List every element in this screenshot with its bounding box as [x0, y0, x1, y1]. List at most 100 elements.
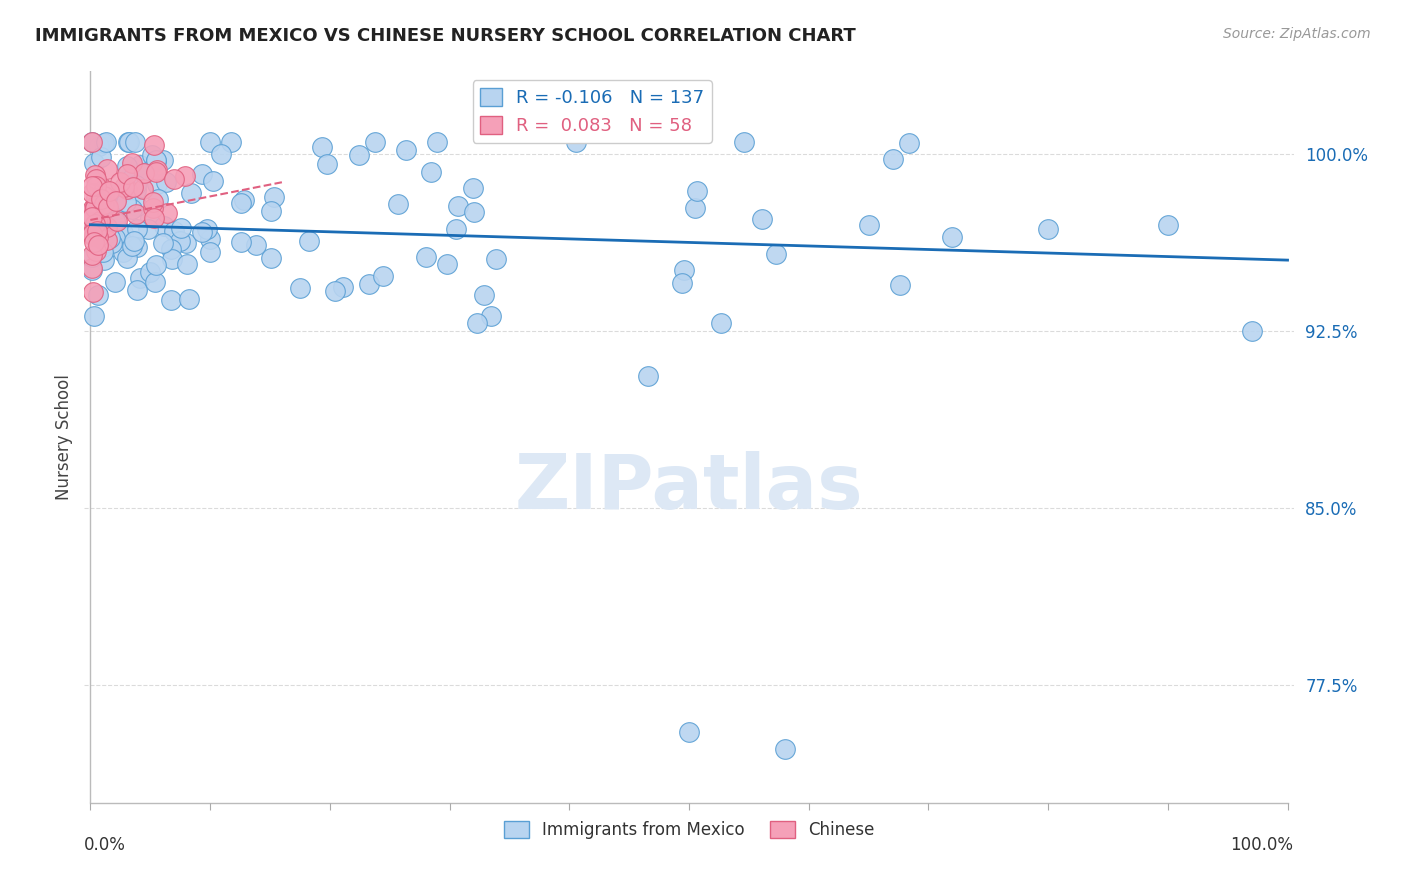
Point — [115, 251, 138, 265]
Point — [145, 165, 167, 179]
Point — [245, 238, 267, 252]
Point — [565, 135, 588, 149]
Point — [678, 725, 700, 739]
Point — [84, 217, 107, 231]
Point — [117, 135, 139, 149]
Point — [200, 232, 222, 246]
Point — [446, 222, 468, 236]
Point — [163, 171, 186, 186]
Point — [80, 186, 103, 201]
Legend: Immigrants from Mexico, Chinese: Immigrants from Mexico, Chinese — [496, 814, 882, 846]
Point — [89, 228, 111, 243]
Point — [125, 207, 148, 221]
Point — [118, 135, 141, 149]
Point — [91, 240, 114, 254]
Point — [233, 193, 256, 207]
Point — [180, 186, 202, 201]
Point — [145, 153, 167, 168]
Point — [472, 287, 495, 301]
Point — [325, 284, 347, 298]
Point — [141, 148, 163, 162]
Point — [191, 167, 214, 181]
Point — [170, 221, 193, 235]
Point — [156, 206, 179, 220]
Text: 0.0%: 0.0% — [84, 836, 127, 854]
Point — [83, 309, 105, 323]
Point — [101, 232, 124, 246]
Point — [387, 196, 409, 211]
Point — [132, 166, 155, 180]
Point — [97, 227, 120, 241]
Point — [174, 235, 197, 250]
Point — [87, 238, 110, 252]
Point — [105, 214, 128, 228]
Point — [898, 136, 921, 150]
Point — [124, 135, 146, 149]
Point — [169, 235, 191, 249]
Point — [117, 170, 139, 185]
Point — [80, 227, 103, 241]
Point — [89, 191, 111, 205]
Point — [80, 178, 103, 193]
Point — [82, 250, 104, 264]
Point — [90, 150, 112, 164]
Point — [105, 195, 128, 210]
Point — [97, 184, 120, 198]
Point — [94, 135, 117, 149]
Point — [463, 205, 485, 219]
Point — [86, 226, 108, 240]
Point — [120, 172, 142, 186]
Point — [311, 140, 333, 154]
Point — [101, 203, 124, 218]
Point — [229, 195, 252, 210]
Point — [117, 159, 139, 173]
Point — [87, 215, 110, 229]
Point — [765, 247, 787, 261]
Point — [177, 293, 200, 307]
Point — [80, 227, 103, 242]
Point — [485, 252, 508, 267]
Point — [83, 229, 105, 244]
Point — [263, 190, 285, 204]
Point — [122, 234, 145, 248]
Point — [80, 219, 103, 233]
Point — [685, 184, 707, 198]
Point — [110, 224, 132, 238]
Point — [80, 248, 103, 262]
Point — [86, 244, 108, 258]
Point — [110, 176, 132, 190]
Point — [190, 225, 212, 239]
Point — [1240, 324, 1263, 338]
Point — [104, 214, 127, 228]
Point — [436, 257, 458, 271]
Point — [1157, 218, 1180, 232]
Point — [82, 209, 104, 223]
Point — [479, 310, 502, 324]
Point — [733, 135, 755, 149]
Point — [200, 135, 222, 149]
Point — [104, 275, 127, 289]
Point — [142, 202, 165, 216]
Point — [80, 260, 103, 275]
Point — [315, 157, 337, 171]
Point — [104, 230, 127, 244]
Point — [1036, 222, 1059, 236]
Point — [84, 172, 107, 186]
Point — [122, 180, 145, 194]
Point — [200, 244, 222, 259]
Point — [426, 135, 449, 149]
Point — [889, 278, 911, 293]
Point — [357, 277, 380, 292]
Point — [371, 268, 394, 283]
Point — [152, 153, 174, 168]
Point — [219, 135, 242, 149]
Point — [83, 156, 105, 170]
Point — [159, 242, 181, 256]
Point — [96, 162, 118, 177]
Point — [86, 288, 108, 302]
Point — [143, 275, 166, 289]
Point — [100, 195, 122, 210]
Point — [882, 152, 904, 166]
Point — [143, 137, 166, 152]
Point — [637, 368, 659, 383]
